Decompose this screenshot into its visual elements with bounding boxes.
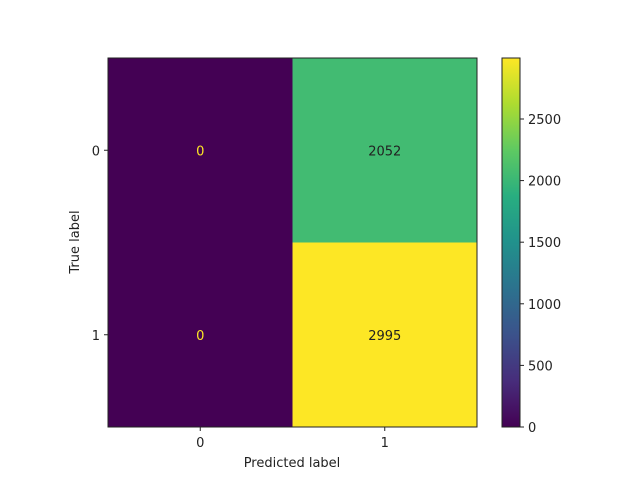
x-tick-label-0: 0 <box>196 436 204 451</box>
heatmap-cell-labels: 0 2052 0 2995 <box>196 144 401 344</box>
y-tick-label-0: 0 <box>92 144 100 159</box>
colorbar-tick-label-1: 500 <box>528 359 553 374</box>
colorbar-tick-label-5: 2500 <box>528 113 561 128</box>
y-axis-ticks: 01 <box>92 144 108 344</box>
heatmap-cells <box>108 58 478 428</box>
colorbar-ticks: 0 500 1000 1500 2000 2500 <box>520 113 561 436</box>
colorbar-tick-label-0: 0 <box>528 421 536 436</box>
heatmap-cell-1-1 <box>292 242 478 428</box>
colorbar-tick-label-3: 1500 <box>528 236 561 251</box>
colorbar <box>501 57 521 428</box>
heatmap-cell-1-0 <box>108 242 293 428</box>
cell-value-1-1: 2995 <box>368 329 401 344</box>
x-tick-label-1: 1 <box>381 436 389 451</box>
cell-value-1-0: 0 <box>196 329 204 344</box>
x-axis-label: Predicted label <box>244 456 341 471</box>
cell-value-0-1: 2052 <box>368 144 401 159</box>
plot-frame <box>107 57 478 428</box>
colorbar-tick-label-2: 1000 <box>528 298 561 313</box>
heatmap-cell-0-0 <box>108 58 293 243</box>
colorbar-tick-label-4: 2000 <box>528 175 561 190</box>
cell-value-0-0: 0 <box>196 144 204 159</box>
y-axis-label: True label <box>68 210 83 274</box>
y-tick-label-1: 1 <box>92 329 100 344</box>
heatmap-cell-0-1 <box>292 58 478 243</box>
